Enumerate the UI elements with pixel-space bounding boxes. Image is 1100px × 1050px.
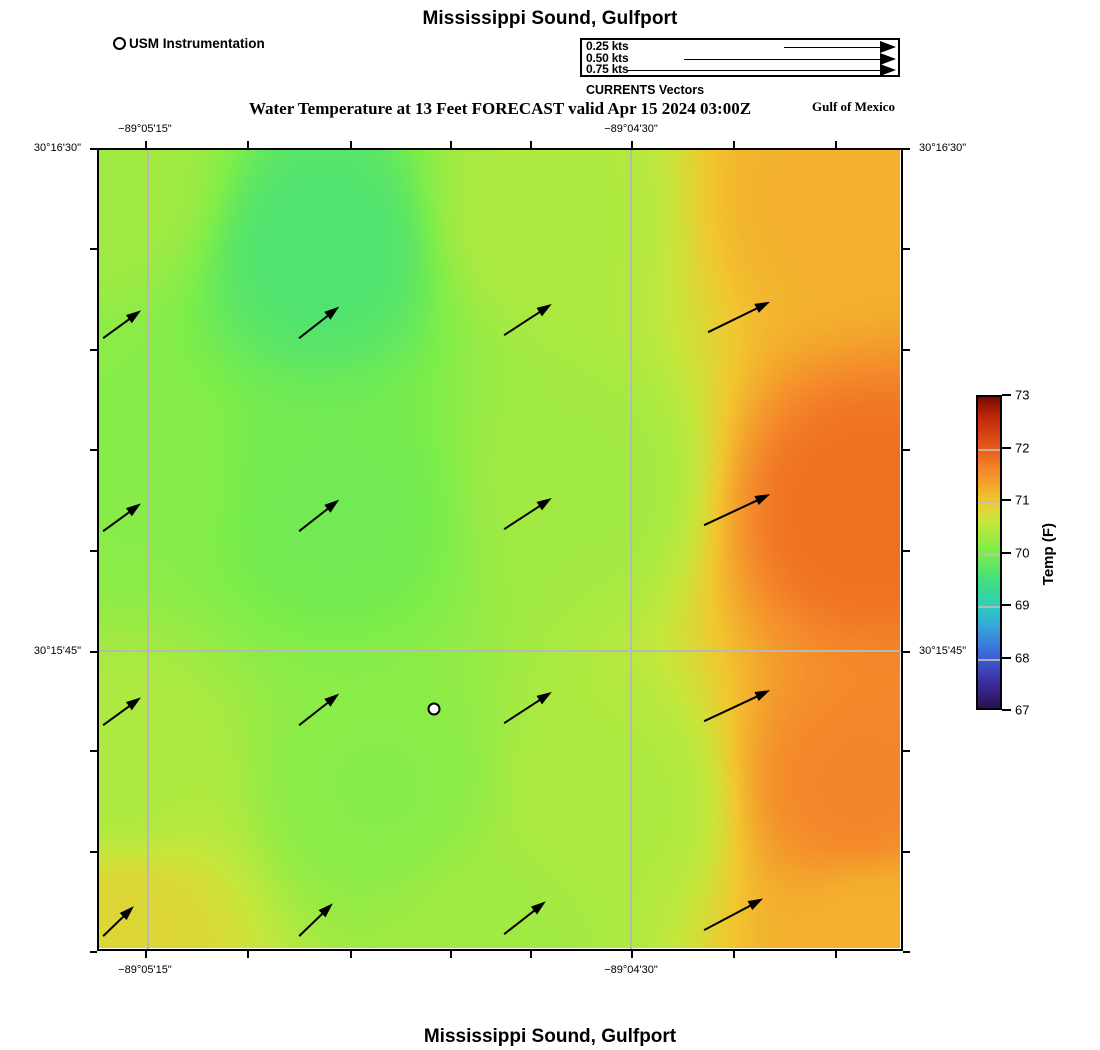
vector-legend-caption: CURRENTS Vectors [586, 83, 705, 97]
x-axis-label-bottom: −89°04'30" [604, 964, 658, 976]
colorbar-tick-label: 67 [1015, 702, 1030, 718]
colorbar-inner-line [978, 658, 1000, 661]
station-legend: USM Instrumentation [113, 36, 265, 51]
y-tick-right [903, 650, 910, 653]
x-tick-top [349, 141, 352, 148]
gridline-vertical [629, 150, 632, 949]
temperature-raster [99, 150, 900, 948]
y-tick-right [903, 951, 910, 953]
colorbar-inner-line [978, 448, 1000, 451]
y-axis-label-top-right: 30°16'30" [919, 142, 967, 154]
x-tick-top [834, 141, 837, 148]
y-tick-right [903, 248, 910, 251]
vector-legend-row: 0.75 kts [582, 62, 898, 77]
colorbar-tick-label: 69 [1015, 597, 1030, 613]
colorbar-tick [1002, 499, 1011, 501]
x-tick-bottom [530, 951, 533, 958]
x-axis-label-top: −89°04'30" [604, 123, 658, 135]
station-marker[interactable] [427, 702, 441, 716]
x-tick-bottom [144, 951, 147, 958]
x-tick-bottom [630, 951, 633, 958]
x-tick-top [530, 141, 533, 148]
y-tick-left [90, 850, 97, 853]
vector-scale-legend: 0.25 kts 0.50 kts 0.75 kts [580, 38, 900, 77]
colorbar-tick-label: 68 [1015, 650, 1030, 665]
y-tick-left [90, 348, 97, 351]
vector-legend-shaft [589, 70, 884, 71]
colorbar-gradient [976, 395, 1002, 710]
temperature-field [99, 150, 901, 949]
vector-legend-label: 0.75 kts [586, 62, 629, 76]
x-tick-bottom [732, 951, 735, 958]
x-tick-bottom [349, 951, 352, 958]
vector-legend-label: 0.25 kts [586, 39, 629, 53]
vector-legend-arrowhead [880, 52, 896, 65]
x-tick-bottom [449, 951, 452, 958]
temperature-map[interactable] [97, 148, 903, 951]
vector-legend-label: 0.50 kts [586, 50, 629, 65]
colorbar: 67 68 69 70 71 72 73 [976, 388, 1029, 718]
x-tick-top [247, 141, 250, 148]
y-tick-right [903, 449, 910, 452]
x-tick-bottom [834, 951, 837, 958]
x-tick-top [144, 141, 147, 148]
x-tick-top [630, 141, 633, 148]
vector-legend-row: 0.25 kts [582, 39, 898, 54]
gridline-vertical [146, 150, 149, 949]
y-axis-label-top-left: 30°16'30" [33, 142, 81, 154]
y-tick-right [903, 750, 910, 753]
colorbar-tick [1002, 446, 1011, 449]
colorbar-tick [1002, 604, 1011, 606]
y-tick-left [90, 951, 97, 953]
colorbar-tick-label: 72 [1015, 440, 1030, 455]
y-tick-left [90, 449, 97, 452]
page-title: Mississippi Sound, Gulfport [422, 8, 678, 29]
colorbar-inner-line [978, 553, 1000, 556]
x-tick-top [732, 141, 735, 148]
y-tick-right [903, 549, 910, 552]
y-tick-right [903, 850, 910, 853]
y-tick-left [90, 549, 97, 552]
footer-title: Mississippi Sound, Gulfport [423, 1026, 677, 1047]
y-tick-left [90, 248, 97, 251]
x-axis-label-bottom: −89°05'15" [118, 964, 172, 976]
colorbar-title: Temp (F) [1040, 523, 1057, 586]
y-axis-label-mid-right: 30°15'45" [919, 644, 967, 657]
colorbar-tick [1002, 394, 1011, 396]
station-legend-label: USM Instrumentation [129, 36, 265, 51]
circle-marker-icon [113, 37, 126, 50]
y-tick-left [90, 750, 97, 753]
colorbar-tick-label: 73 [1015, 387, 1030, 403]
x-axis-label-top: −89°05'15" [118, 123, 172, 135]
vector-legend-shaft [684, 58, 884, 60]
colorbar-tick-label: 71 [1015, 492, 1030, 508]
gridline-horizontal [99, 649, 901, 652]
colorbar-inner-line [978, 501, 1000, 503]
colorbar-inner-line [978, 606, 1000, 608]
x-tick-top [449, 141, 452, 148]
y-tick-right [903, 148, 910, 150]
x-tick-bottom [247, 951, 250, 958]
forecast-subtitle: Water Temperature at 13 Feet FORECAST va… [248, 99, 752, 118]
colorbar-tick-label: 70 [1015, 545, 1030, 560]
y-tick-left [90, 148, 97, 150]
colorbar-tick [1002, 551, 1011, 554]
vector-legend-arrowhead [880, 41, 896, 53]
colorbar-tick [1002, 709, 1011, 711]
vector-legend-row: 0.50 kts [582, 50, 898, 66]
y-tick-right [903, 348, 910, 351]
vector-legend-arrowhead [880, 64, 896, 76]
y-tick-left [90, 650, 97, 653]
colorbar-tick [1002, 656, 1011, 659]
y-axis-label-mid-left: 30°15'45" [33, 644, 81, 657]
vector-legend-shaft [784, 47, 884, 48]
region-label: Gulf of Mexico [812, 99, 896, 114]
